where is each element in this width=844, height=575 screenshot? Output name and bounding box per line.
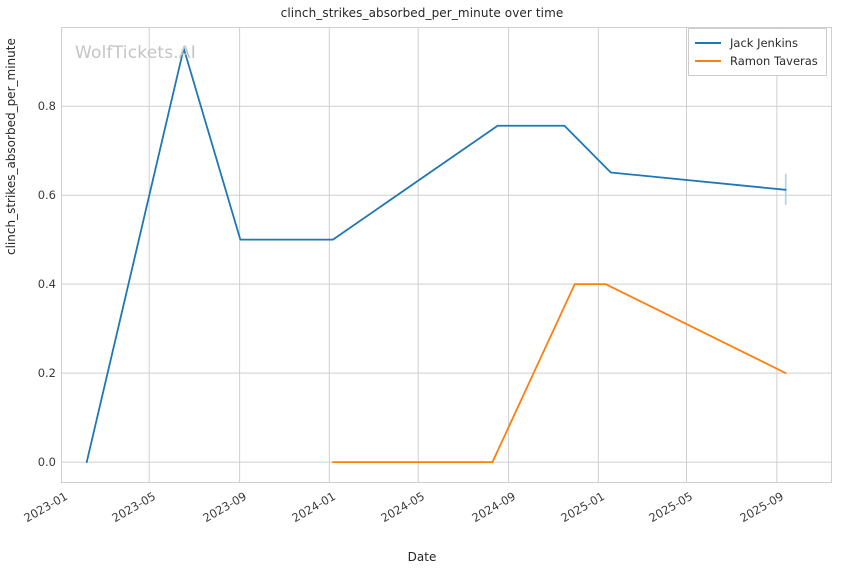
- x-tick-label-5: 2024-09: [468, 489, 518, 526]
- x-axis-label: Date: [407, 550, 437, 564]
- legend-item-ramon-taveras[interactable]: Ramon Taveras: [695, 52, 818, 70]
- chart-legend: Jack Jenkins Ramon Taveras: [688, 28, 827, 76]
- plot-area: WolfTickets.AI: [61, 27, 832, 483]
- series-line-ramon-taveras: [332, 283, 787, 463]
- legend-item-jack-jenkins[interactable]: Jack Jenkins: [695, 34, 818, 52]
- x-tick-label-6: 2025-01: [558, 489, 608, 526]
- legend-swatch-icon-series-0: [695, 42, 721, 44]
- x-tick-label-7: 2025-05: [646, 489, 696, 526]
- y-tick-label-0: 0.0: [37, 455, 56, 470]
- y-tick-label-4: 0.8: [37, 99, 56, 114]
- y-tick-label-1: 0.2: [37, 366, 56, 381]
- plot-canvas: [61, 27, 832, 483]
- x-tick-label-0: 2023-01: [21, 489, 70, 526]
- y-tick-label-3: 0.6: [37, 188, 56, 203]
- x-tick-label-2: 2023-09: [199, 489, 249, 526]
- y-axis-label: clinch_strikes_absorbed_per_minute: [4, 38, 18, 255]
- legend-swatch-icon-series-1: [695, 60, 721, 62]
- x-tick-label-1: 2023-05: [109, 489, 159, 526]
- x-tick-label-3: 2024-01: [289, 489, 339, 526]
- series-line-jack-jenkins: [85, 47, 787, 463]
- y-tick-label-2: 0.4: [37, 277, 56, 292]
- plot-frame: [61, 27, 832, 483]
- chart-title: clinch_strikes_absorbed_per_minute over …: [280, 6, 564, 20]
- x-tick-label-8: 2025-09: [737, 489, 786, 526]
- grid-lines: [61, 27, 832, 483]
- x-tick-label-4: 2024-05: [378, 489, 428, 526]
- legend-label-series-1: Ramon Taveras: [730, 54, 818, 68]
- legend-label-series-0: Jack Jenkins: [730, 36, 798, 50]
